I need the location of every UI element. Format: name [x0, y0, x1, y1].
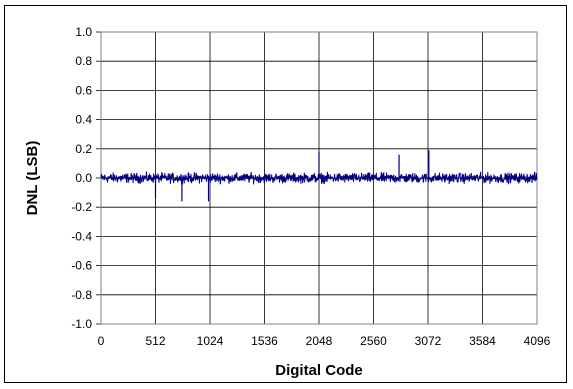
x-tick-label: 512 — [145, 334, 165, 348]
x-tick-label: 0 — [98, 334, 105, 348]
y-tick-label: 0.4 — [75, 113, 92, 127]
series-layer — [100, 150, 538, 202]
x-tick-label: 4096 — [524, 334, 551, 348]
x-tick-label: 2048 — [306, 334, 333, 348]
y-tick-labels: 1.0 0.8 0.6 0.4 0.2 0.0 -0.2 -0.4 -0.6 -0.8 -1.0 — [71, 25, 92, 331]
x-tick-labels: 0 512 1024 1536 2048 2560 3072 3584 4096 — [98, 334, 551, 348]
y-tick-label: 0.6 — [75, 83, 92, 97]
x-tick-label: 3584 — [469, 334, 496, 348]
y-tick-label: 0.0 — [75, 171, 92, 185]
y-tick-label: -0.8 — [71, 288, 92, 302]
chart-frame: 0 512 1024 1536 2048 2560 3072 3584 4096 1.0 0.8 0… — [4, 5, 567, 383]
y-tick-label: -0.6 — [71, 259, 92, 273]
dnl-series-line — [100, 171, 538, 185]
y-tick-label: -0.4 — [71, 229, 92, 243]
x-axis-title: Digital Code — [275, 362, 363, 379]
x-tick-label: 1024 — [197, 334, 224, 348]
y-tick-label: -0.2 — [71, 200, 92, 214]
y-tick-label: 0.8 — [75, 54, 92, 68]
dnl-chart: 0 512 1024 1536 2048 2560 3072 3584 4096 1.0 0.8 0… — [24, 25, 551, 379]
y-tick-label: 1.0 — [75, 25, 92, 39]
x-tick-label: 3072 — [415, 334, 442, 348]
y-tick-label: -1.0 — [71, 317, 92, 331]
y-tick-label: 0.2 — [75, 142, 92, 156]
x-tick-label: 1536 — [251, 334, 278, 348]
y-axis-title: DNL (LSB) — [24, 141, 41, 216]
x-tick-label: 2560 — [360, 334, 387, 348]
